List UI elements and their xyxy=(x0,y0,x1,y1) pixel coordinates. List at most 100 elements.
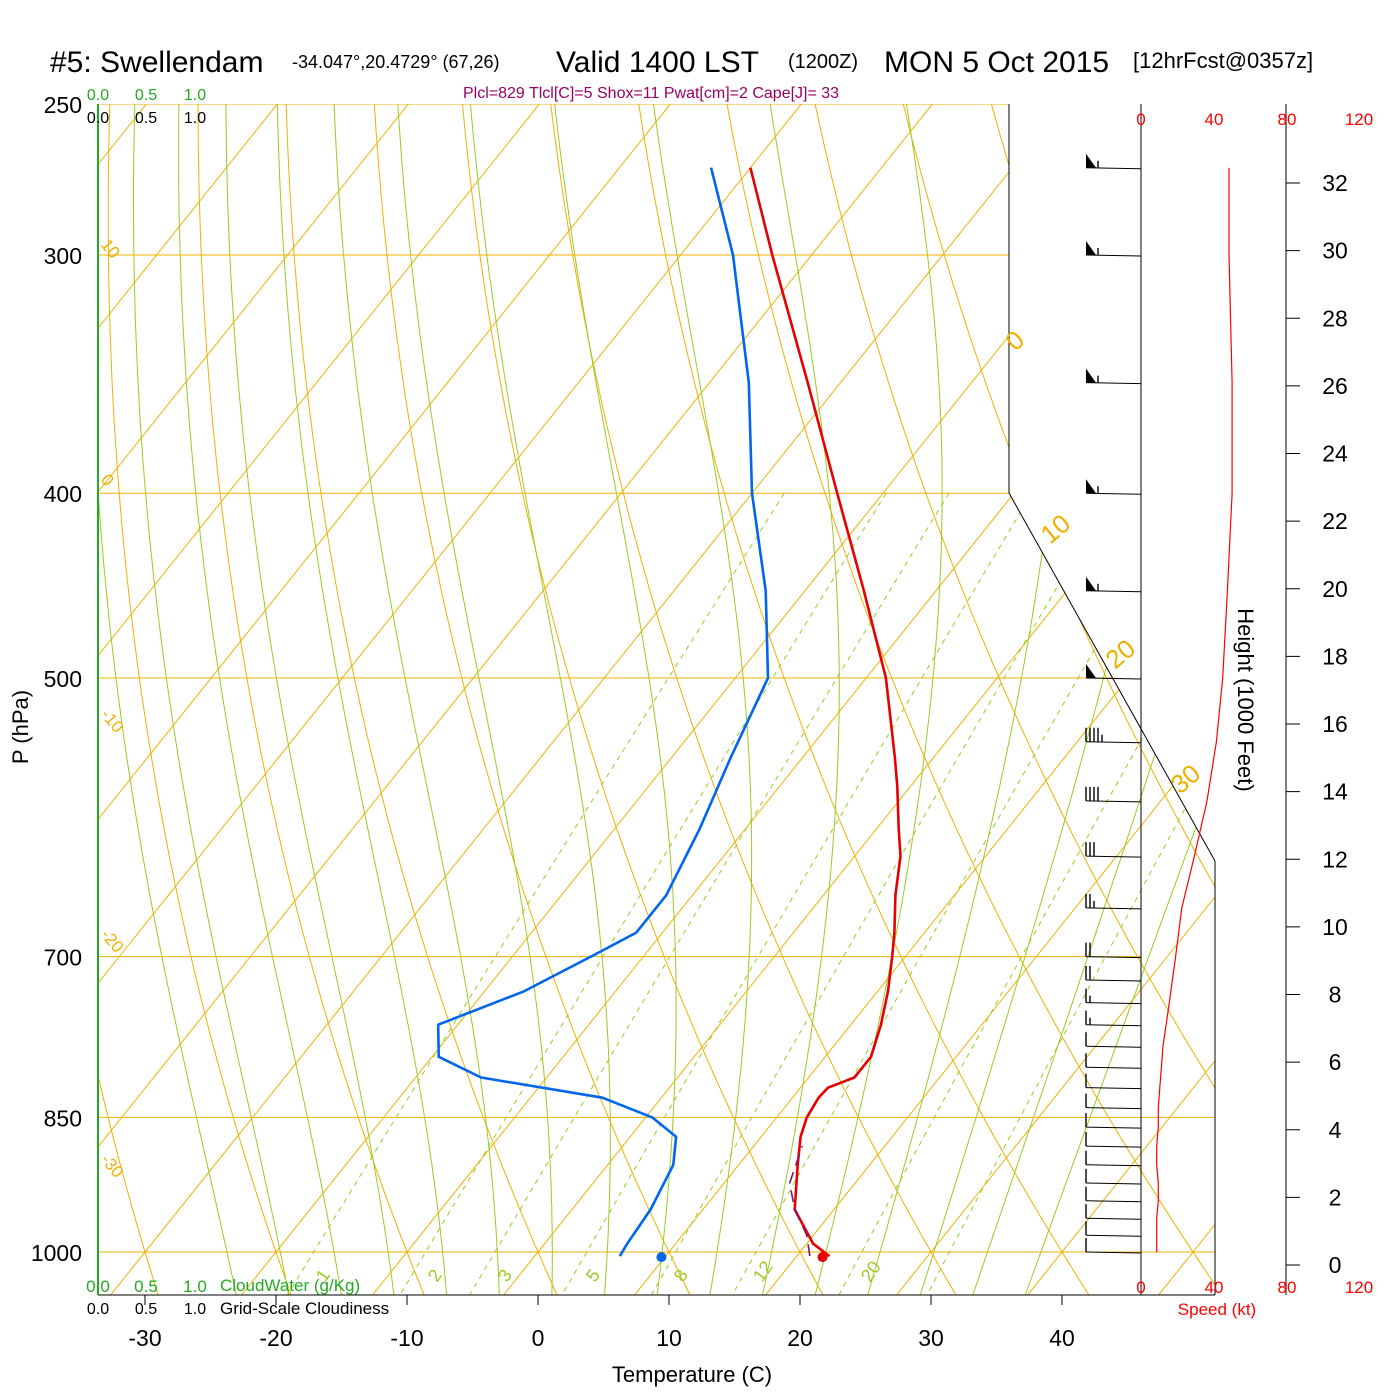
isotherm-line xyxy=(237,104,1215,1295)
station-coords: -34.047°,20.4729° (67,26) xyxy=(292,52,500,72)
wind-barb xyxy=(1085,1093,1142,1110)
mixing-ratio-label: 20 xyxy=(857,1257,885,1285)
wind-barb xyxy=(1085,1150,1142,1167)
height-tick-label: 2 xyxy=(1329,1184,1342,1210)
isotherm-label: 10 xyxy=(97,235,124,262)
barb-staff xyxy=(1085,1217,1142,1220)
speed-tick-top: 40 xyxy=(1205,110,1224,129)
cloud-scale-label: 1.0 xyxy=(183,1277,207,1296)
background-lines xyxy=(0,35,1215,1300)
dry-adiabat-line xyxy=(284,104,560,1295)
speed-tick-top: 80 xyxy=(1278,110,1297,129)
dry-adiabat-line xyxy=(107,104,294,1295)
mixing-ratio-line xyxy=(648,492,1113,1295)
wind-barb xyxy=(1085,1053,1142,1069)
dry-adiabat-line xyxy=(1059,104,1215,1295)
mixing-ratio-label: 3 xyxy=(494,1266,516,1286)
cloudiness-label: Grid-Scale Cloudiness xyxy=(220,1299,389,1318)
barb-staff xyxy=(1085,382,1142,385)
dry-adiabat-line xyxy=(714,104,1215,1295)
dry-adiabat-line xyxy=(0,35,27,1300)
wind-barb xyxy=(1085,576,1142,593)
pressure-tick-label: 400 xyxy=(44,481,82,507)
speed-tick-top: 0 xyxy=(1136,110,1145,129)
cloudiness-scale-label: 1.0 xyxy=(184,110,206,127)
dry-adiabat-line xyxy=(197,104,427,1295)
barb-staff xyxy=(1085,254,1142,257)
barb-flag xyxy=(1086,664,1096,678)
moist-adiabat-line xyxy=(643,104,753,1295)
temperature-tick-label: -20 xyxy=(259,1325,292,1351)
height-tick-label: 12 xyxy=(1322,846,1348,872)
isotherm-label: -30 xyxy=(97,1150,127,1181)
barb-flag xyxy=(1086,153,1096,168)
speed-tick-top: 120 xyxy=(1345,110,1373,129)
barb-staff xyxy=(1085,855,1142,858)
cloud-scale-label: 1.0 xyxy=(184,87,206,104)
isotherm-line xyxy=(761,104,1215,1295)
wind-barb xyxy=(1085,1186,1142,1203)
cloudiness-scale-label: 0.5 xyxy=(135,110,157,127)
height-tick-label: 28 xyxy=(1322,305,1348,331)
mixing-ratio-label: 5 xyxy=(582,1266,604,1286)
barb-staff xyxy=(1085,1087,1142,1090)
barb-staff xyxy=(1085,1200,1142,1203)
moist-adiabat-line xyxy=(970,104,1215,1295)
wind-barb xyxy=(1085,1168,1142,1185)
dry-adiabat-line xyxy=(1145,104,1215,1295)
cloud-scale-label: 0.5 xyxy=(135,87,157,104)
isotherm-line xyxy=(98,104,727,1295)
moist-adiabat-line xyxy=(178,104,343,1295)
cloud-scale-label: 0.0 xyxy=(87,87,109,104)
height-axis-title: Height (1000 Feet) xyxy=(1233,608,1258,791)
speed-tick-bottom: 40 xyxy=(1205,1278,1224,1297)
cloudwater-label: CloudWater (g/Kg) xyxy=(220,1276,360,1295)
moist-adiabat-line xyxy=(464,104,611,1295)
isotherm-line xyxy=(98,104,334,1295)
wind-barb xyxy=(1085,1032,1142,1048)
dry-adiabat-line xyxy=(456,104,827,1295)
temperature-tick-label: -10 xyxy=(390,1325,423,1351)
dry-adiabat-line xyxy=(628,104,1093,1295)
barb-staff xyxy=(1085,800,1142,803)
wind-barb xyxy=(1085,1132,1142,1148)
cloudiness-scale-label: 0.0 xyxy=(87,1301,109,1318)
station-title: #5: Swellendam xyxy=(50,46,263,79)
sounding-lines xyxy=(436,167,902,1263)
wind-barb xyxy=(1085,988,1142,1005)
isotherm-line xyxy=(98,104,989,1295)
isotherm-line xyxy=(1023,104,1215,1295)
speed-axis-title: Speed (kt) xyxy=(1178,1300,1256,1319)
wind-barb xyxy=(1085,1113,1142,1129)
barb-staff xyxy=(1085,1107,1142,1110)
barb-staff xyxy=(1085,1145,1142,1148)
barb-staff xyxy=(1085,492,1142,495)
wind-barb xyxy=(1085,1204,1142,1220)
barb-staff xyxy=(1085,167,1142,170)
barb-staff xyxy=(1085,907,1142,910)
isotherm-line xyxy=(499,104,1215,1295)
barb-staff xyxy=(1085,1002,1142,1005)
pressure-tick-label: 1000 xyxy=(31,1240,82,1266)
height-tick-label: 26 xyxy=(1322,373,1348,399)
wind-barb xyxy=(1085,942,1142,959)
isotherm-label: 0 xyxy=(1000,324,1030,356)
barb-flag xyxy=(1086,368,1096,383)
dry-adiabat-line xyxy=(800,104,1215,1295)
height-tick-label: 0 xyxy=(1329,1252,1342,1278)
dry-adiabat-line xyxy=(886,104,1215,1295)
pressure-tick-label: 700 xyxy=(44,945,82,971)
wind-barb xyxy=(1085,368,1142,385)
parcel-line xyxy=(788,1145,811,1257)
height-tick-label: 16 xyxy=(1322,711,1348,737)
mixing-ratio-line xyxy=(728,492,1185,1295)
wind-barb xyxy=(1085,893,1142,910)
speed-line xyxy=(1156,167,1233,1252)
dry-adiabat-line xyxy=(542,104,960,1295)
cloudiness-scale-label: 0.5 xyxy=(135,1301,157,1318)
barb-staff xyxy=(1085,956,1142,959)
wind-barb xyxy=(1085,664,1142,680)
dry-adiabat-line xyxy=(370,104,694,1295)
height-tick-label: 20 xyxy=(1322,576,1348,602)
